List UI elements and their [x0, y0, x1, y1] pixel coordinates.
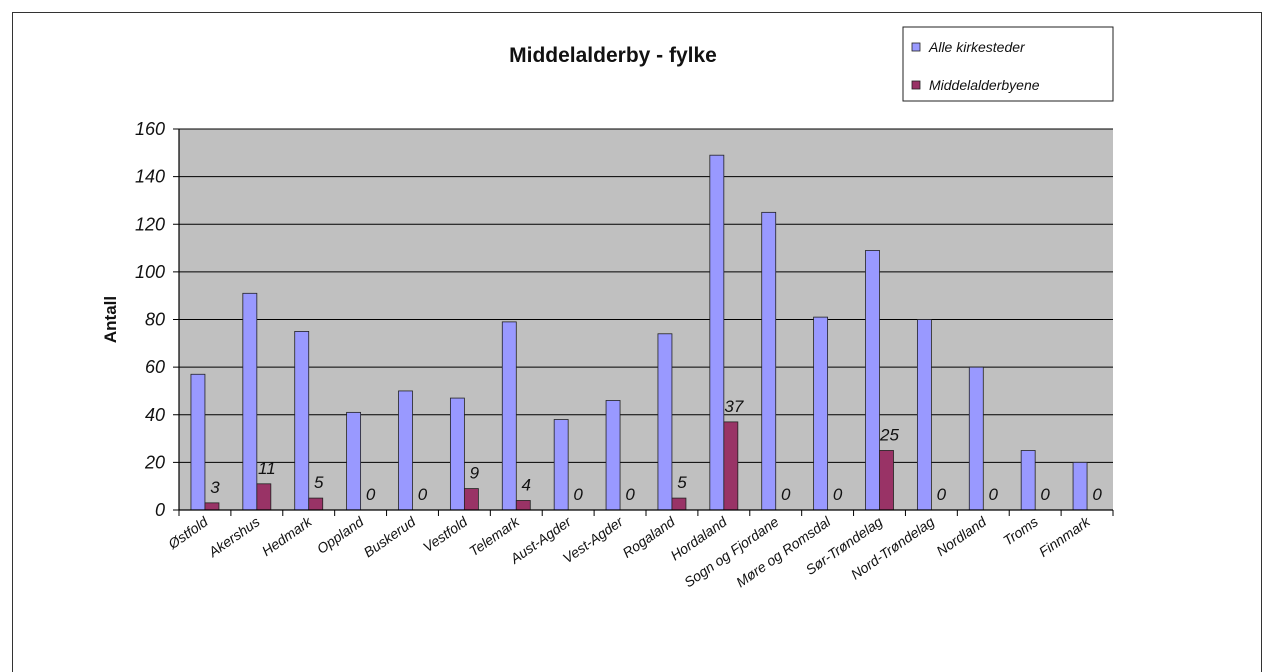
data-label: 0: [937, 485, 947, 504]
data-label: 25: [879, 425, 899, 444]
x-tick-label: Troms: [1000, 513, 1041, 548]
data-label: 0: [418, 485, 428, 504]
legend: Alle kirkesteder Middelalderbyene: [902, 26, 1114, 102]
y-tick-label: 0: [155, 500, 165, 520]
bar-alle-kirkesteder: [761, 211, 777, 511]
bar-middelalderbyene: [515, 500, 531, 511]
data-label: 0: [833, 485, 843, 504]
bar-middelalderbyene: [463, 488, 479, 511]
data-label: 5: [314, 473, 324, 492]
gridlines: [173, 128, 1113, 511]
data-label: 37: [724, 397, 743, 416]
y-tick-label: 100: [135, 262, 165, 282]
data-label: 0: [1040, 485, 1050, 504]
x-tick-label: Akershus: [205, 513, 263, 560]
y-tick-label: 60: [145, 357, 165, 377]
bar-alle-kirkesteder: [813, 316, 829, 511]
x-tick-label: Vestfold: [420, 513, 471, 556]
x-tick-label: Sogn og Fjordane: [681, 513, 782, 590]
y-tick-label: 140: [135, 167, 165, 187]
bar-alle-kirkesteder: [449, 397, 465, 511]
bar-alle-kirkesteder: [553, 419, 569, 511]
axes: [178, 129, 1114, 516]
legend-label-alle-kirkesteder: Alle kirkesteder: [928, 39, 1026, 55]
bar-alle-kirkesteder: [605, 400, 621, 511]
y-tick-label: 80: [145, 310, 165, 330]
data-label: 0: [781, 485, 791, 504]
data-label: 5: [677, 473, 687, 492]
bar-middelalderbyene: [308, 497, 324, 511]
bar-middelalderbyene: [723, 421, 739, 511]
x-tick-label: Nordland: [933, 513, 990, 559]
x-tick-label: Oppland: [314, 513, 368, 557]
data-label: 0: [989, 485, 999, 504]
bar-alle-kirkesteder: [709, 154, 725, 511]
bar-middelalderbyene: [671, 497, 687, 511]
bar-alle-kirkesteder: [1072, 461, 1088, 511]
data-label: 4: [522, 475, 531, 494]
chart-title: Middelalderby - fylke: [509, 44, 717, 67]
bar-alle-kirkesteder: [1020, 450, 1036, 511]
data-label: 11: [258, 459, 276, 478]
legend-swatch-alle-kirkesteder: [911, 42, 921, 52]
bar-alle-kirkesteder: [242, 292, 258, 511]
x-tick-label: Finnmark: [1036, 513, 1094, 560]
data-label: 0: [1092, 485, 1102, 504]
y-axis-label: Antall: [101, 296, 120, 343]
data-labels: 3 11 5 0 0 9 4 0 0 5 37 0 0 25 0 0 0 0: [210, 397, 1102, 504]
bar-alle-kirkesteder: [346, 411, 362, 511]
bar-middelalderbyene: [256, 483, 272, 511]
bar-alle-kirkesteder: [657, 333, 673, 511]
legend-box: [902, 26, 1114, 102]
x-tick-label: Hedmark: [259, 513, 316, 559]
y-tick-label: 120: [135, 214, 165, 234]
data-label: 0: [625, 485, 635, 504]
legend-label-middelalderbyene: Middelalderbyene: [929, 77, 1040, 93]
bar-alle-kirkesteder: [968, 366, 984, 511]
bar-alle-kirkesteder: [294, 331, 310, 511]
bar-alle-kirkesteder: [190, 373, 206, 511]
data-label: 0: [573, 485, 583, 504]
x-tick-label: Møre og Romsdal: [733, 513, 834, 590]
bar-alle-kirkesteder: [501, 321, 517, 511]
data-label: 9: [470, 464, 480, 483]
bar-alle-kirkesteder: [398, 390, 413, 511]
chart-frame: 0 20 40 60 80 100 120 140 160 Østfold Akershus Hed…: [12, 12, 1262, 672]
bar-middelalderbyene: [204, 502, 220, 511]
y-tick-label: 20: [144, 452, 165, 472]
bar-alle-kirkesteder: [916, 319, 932, 511]
bar-middelalderbyene: [879, 450, 894, 511]
x-tick-label: Buskerud: [361, 513, 420, 561]
bar-alle-kirkesteder: [865, 250, 880, 511]
y-tick-label: 160: [135, 119, 165, 139]
y-tick-labels: 0 20 40 60 80 100 120 140 160: [135, 119, 165, 520]
data-label: 3: [210, 478, 220, 497]
legend-swatch-middelalderbyene: [911, 80, 921, 90]
data-label: 0: [366, 485, 376, 504]
y-tick-label: 40: [145, 405, 165, 425]
